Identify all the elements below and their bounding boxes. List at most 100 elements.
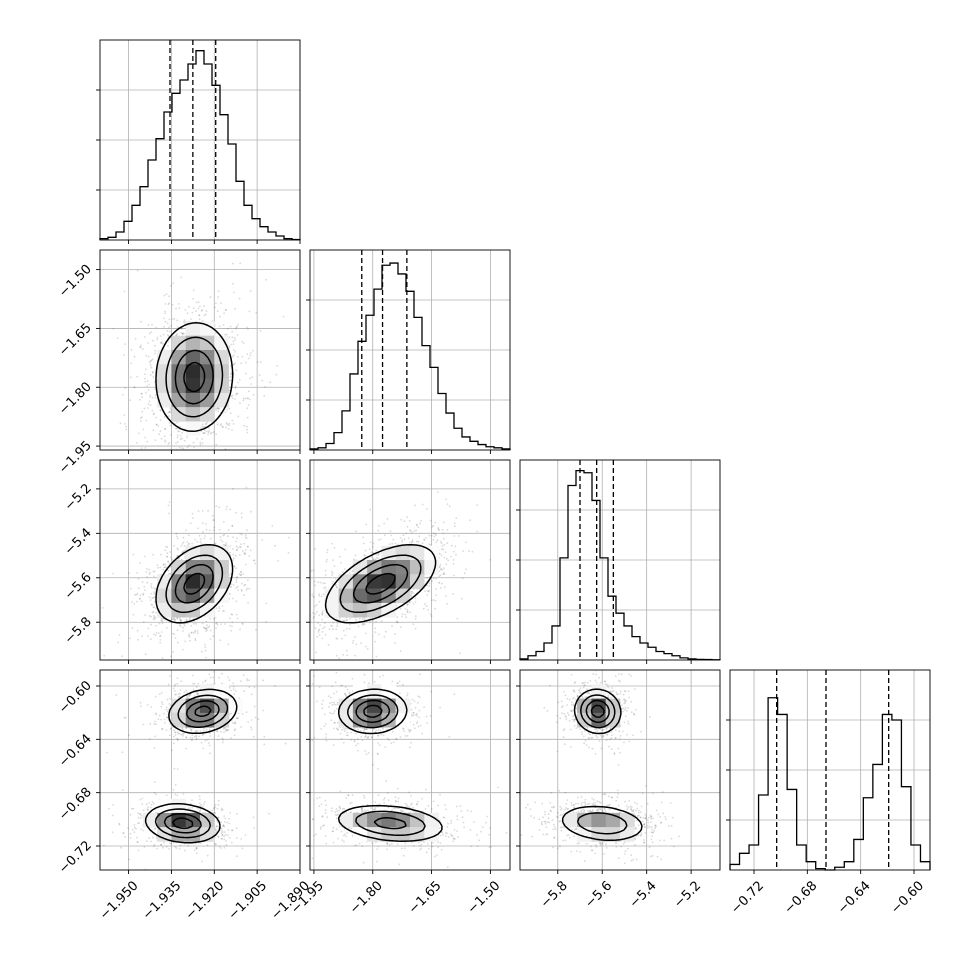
sample-point <box>448 505 451 508</box>
sample-point <box>362 622 365 625</box>
sample-point <box>383 635 386 638</box>
sample-point <box>331 625 334 627</box>
sample-point <box>183 545 186 547</box>
sample-point <box>444 551 447 554</box>
sample-point <box>405 532 408 535</box>
sample-point <box>223 623 226 625</box>
sample-point <box>224 309 227 312</box>
sample-point <box>155 632 158 634</box>
density-cell <box>352 588 368 604</box>
scatter-points-3-0 <box>103 670 287 870</box>
sample-point <box>214 332 217 334</box>
sample-point <box>317 631 320 633</box>
sample-point <box>221 737 224 740</box>
sample-point <box>228 422 231 425</box>
sample-point <box>158 433 161 436</box>
sample-point <box>147 324 150 326</box>
sample-point <box>147 627 150 630</box>
sample-point <box>246 679 249 682</box>
sample-point <box>321 631 324 633</box>
sample-point <box>437 527 440 529</box>
sample-point <box>424 590 427 593</box>
sample-point <box>175 427 177 430</box>
sample-point <box>376 556 378 559</box>
sample-point <box>417 540 420 543</box>
sample-point <box>155 624 158 627</box>
sample-point <box>331 572 334 575</box>
sample-point <box>227 424 230 427</box>
sample-point <box>231 330 234 333</box>
sample-point <box>181 431 183 434</box>
sample-point <box>150 586 153 589</box>
sample-point <box>432 599 435 601</box>
sample-point <box>194 639 197 642</box>
sample-point <box>232 553 235 556</box>
sample-point <box>241 355 244 358</box>
sample-point <box>241 582 243 585</box>
panel-frame-2-1 <box>309 459 511 661</box>
sample-point <box>162 343 164 345</box>
sample-point <box>234 398 236 400</box>
sample-point <box>182 626 184 629</box>
sample-point <box>366 648 369 650</box>
sample-point <box>220 423 223 425</box>
sample-point <box>203 432 205 434</box>
sample-point <box>137 577 140 580</box>
sample-point <box>295 568 297 570</box>
sample-point <box>443 586 446 589</box>
sample-point <box>306 569 308 571</box>
contour-level-2 <box>174 349 214 405</box>
sample-point <box>253 735 255 738</box>
sample-point <box>307 614 309 616</box>
sample-point <box>457 535 460 537</box>
sample-point <box>229 469 231 471</box>
sample-point <box>234 351 237 353</box>
sample-point <box>153 412 155 415</box>
sample-point <box>144 336 146 338</box>
sample-point <box>227 428 230 430</box>
sample-point <box>365 523 368 526</box>
sample-point <box>173 469 175 471</box>
sample-point <box>179 425 182 428</box>
sample-point <box>276 365 279 367</box>
sample-point <box>342 571 344 574</box>
sample-point <box>218 676 220 679</box>
sample-point <box>201 522 204 525</box>
sample-point <box>194 453 196 455</box>
sample-point <box>205 728 208 731</box>
sample-point <box>198 314 200 316</box>
sample-point <box>165 293 168 295</box>
sample-point <box>212 664 214 666</box>
sample-point <box>132 613 135 616</box>
sample-point <box>217 410 220 413</box>
sample-point <box>176 319 179 322</box>
density-cell <box>338 602 354 618</box>
sample-point <box>228 679 231 682</box>
sample-point <box>362 624 365 626</box>
sample-point <box>235 579 238 581</box>
sample-point <box>136 572 138 574</box>
sample-point <box>188 694 191 697</box>
sample-point <box>454 525 456 528</box>
frame-2-1 <box>306 459 511 664</box>
sample-point <box>348 572 351 574</box>
sample-point <box>440 567 443 570</box>
sample-point <box>242 573 245 575</box>
sample-point <box>209 629 212 632</box>
sample-point <box>233 734 236 737</box>
sample-point <box>166 322 169 324</box>
sample-point <box>455 553 457 556</box>
sample-point <box>167 487 169 489</box>
sample-point <box>215 409 218 411</box>
sample-point <box>163 718 166 721</box>
sample-point <box>195 622 198 625</box>
sample-point <box>251 376 254 379</box>
sample-point <box>148 573 151 575</box>
sample-point <box>364 632 367 635</box>
sample-point <box>246 431 249 434</box>
sample-point <box>204 680 207 683</box>
sample-point <box>239 262 242 265</box>
sample-point <box>205 423 207 425</box>
sample-point <box>185 747 188 750</box>
sample-point <box>164 310 167 313</box>
